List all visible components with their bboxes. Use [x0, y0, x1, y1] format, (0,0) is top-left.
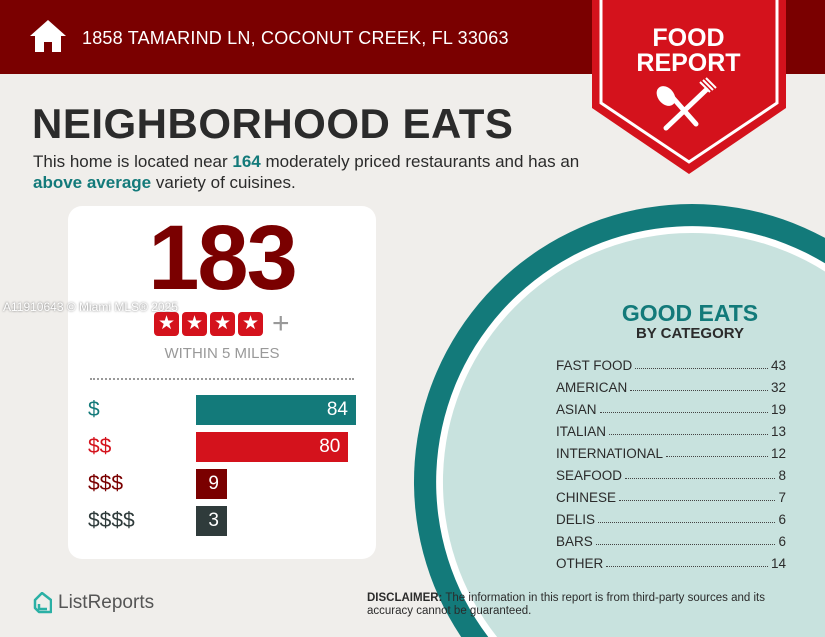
category-name: ASIAN — [556, 402, 597, 417]
star-rating: ★ ★ ★ ★ + — [154, 307, 290, 340]
property-address: 1858 TAMARIND LN, COCONUT CREEK, FL 3306… — [82, 28, 509, 48]
category-row: ASIAN 19 — [556, 402, 786, 417]
disclaimer-text: The information in this report is from t… — [367, 592, 765, 617]
leader-dots — [599, 402, 768, 413]
leader-dots — [635, 358, 768, 369]
category-count: 43 — [770, 358, 786, 373]
price-level-row: $$ 80 — [88, 431, 368, 463]
category-name: BARS — [556, 534, 593, 549]
price-level-row: $$$$ 3 — [88, 505, 368, 537]
intro-part: variety of cuisines. — [151, 173, 296, 192]
good-eats-title: GOOD EATS — [621, 300, 759, 326]
price-level-bar: 3 — [196, 506, 227, 536]
category-row: OTHER 14 — [556, 556, 786, 571]
leader-dots — [619, 490, 776, 501]
price-level-label: $$$$ — [88, 509, 135, 532]
good-eats-subtitle: BY CATEGORY — [635, 325, 745, 342]
restaurant-count: 164 — [232, 152, 261, 171]
category-count: 6 — [778, 512, 786, 527]
star-icon: ★ — [210, 312, 235, 336]
variety-rating: above average — [33, 173, 152, 192]
logo-text: ListReports — [58, 592, 155, 613]
category-count: 32 — [770, 380, 786, 395]
utensils-icon — [656, 77, 717, 131]
leader-dots — [598, 512, 776, 523]
leader-dots — [625, 468, 776, 479]
category-count: 8 — [778, 468, 786, 483]
category-row: BARS 6 — [556, 534, 786, 549]
category-name: FAST FOOD — [556, 358, 633, 373]
category-row: SEAFOOD 8 — [556, 468, 786, 483]
category-name: OTHER — [556, 556, 604, 571]
category-name: CHINESE — [556, 490, 617, 505]
banner-title: FOOD REPORT — [592, 26, 785, 76]
category-row: FAST FOOD 43 — [556, 358, 786, 373]
category-name: ITALIAN — [556, 424, 607, 439]
price-level-row: $84 — [88, 394, 368, 426]
intro-part: This home is located near — [33, 152, 233, 171]
price-level-bar: 84 — [196, 395, 356, 425]
disclaimer-label: DISCLAIMER: — [367, 592, 443, 604]
category-count: 6 — [778, 534, 786, 549]
banner-line-2: REPORT — [636, 49, 741, 77]
price-level-label: $ — [88, 398, 100, 421]
category-row: ITALIAN 13 — [556, 424, 786, 439]
listreports-logo: ListReports — [32, 592, 154, 614]
category-name: SEAFOOD — [556, 468, 623, 483]
home-icon — [30, 20, 66, 52]
category-row: AMERICAN 32 — [556, 380, 786, 395]
price-level-bar: 9 — [196, 469, 227, 499]
leader-dots — [606, 556, 768, 567]
leader-dots — [595, 534, 776, 545]
leader-dots — [666, 446, 768, 457]
listreports-logo-icon — [33, 592, 52, 614]
leader-dots — [630, 380, 768, 391]
within-label: WITHIN 5 MILES — [164, 345, 280, 362]
star-icon: ★ — [182, 312, 207, 336]
page-title: NEIGHBORHOOD EATS — [32, 100, 514, 147]
rating-plus: + — [272, 307, 290, 340]
category-count: 13 — [770, 424, 786, 439]
category-row: INTERNATIONAL 12 — [556, 446, 786, 461]
food-report-banner — [592, 0, 786, 174]
watermark: A11910643 © Miami MLS® 2025 — [3, 300, 178, 314]
category-count: 19 — [770, 402, 786, 417]
category-row: CHINESE 7 — [556, 490, 786, 505]
intro-part: moderately priced restaurants and has an — [260, 152, 580, 171]
divider — [90, 378, 354, 380]
category-count: 12 — [770, 446, 786, 461]
category-row: DELIS 6 — [556, 512, 786, 527]
category-name: INTERNATIONAL — [556, 446, 664, 461]
price-level-label: $$ — [88, 435, 112, 458]
intro-text: This home is located near 164 moderately… — [33, 151, 593, 193]
disclaimer: DISCLAIMER: The information in this repo… — [367, 592, 807, 618]
price-level-label: $$$ — [88, 472, 124, 495]
price-level-row: $$$ 9 — [88, 468, 368, 500]
summary-card: 183 ★ ★ ★ ★ + WITHIN 5 MILES $84 $$ 80 $$$ 9 $$$$… — [68, 206, 376, 559]
leader-dots — [609, 424, 768, 435]
category-count: 14 — [770, 556, 786, 571]
category-name: AMERICAN — [556, 380, 628, 395]
price-level-bar: 80 — [196, 432, 349, 462]
total-restaurants: 183 — [148, 207, 298, 309]
star-icon: ★ — [238, 312, 263, 336]
category-count: 7 — [778, 490, 786, 505]
banner-line-1: FOOD — [652, 24, 725, 52]
star-icon: ★ — [154, 312, 179, 336]
category-name: DELIS — [556, 512, 596, 527]
